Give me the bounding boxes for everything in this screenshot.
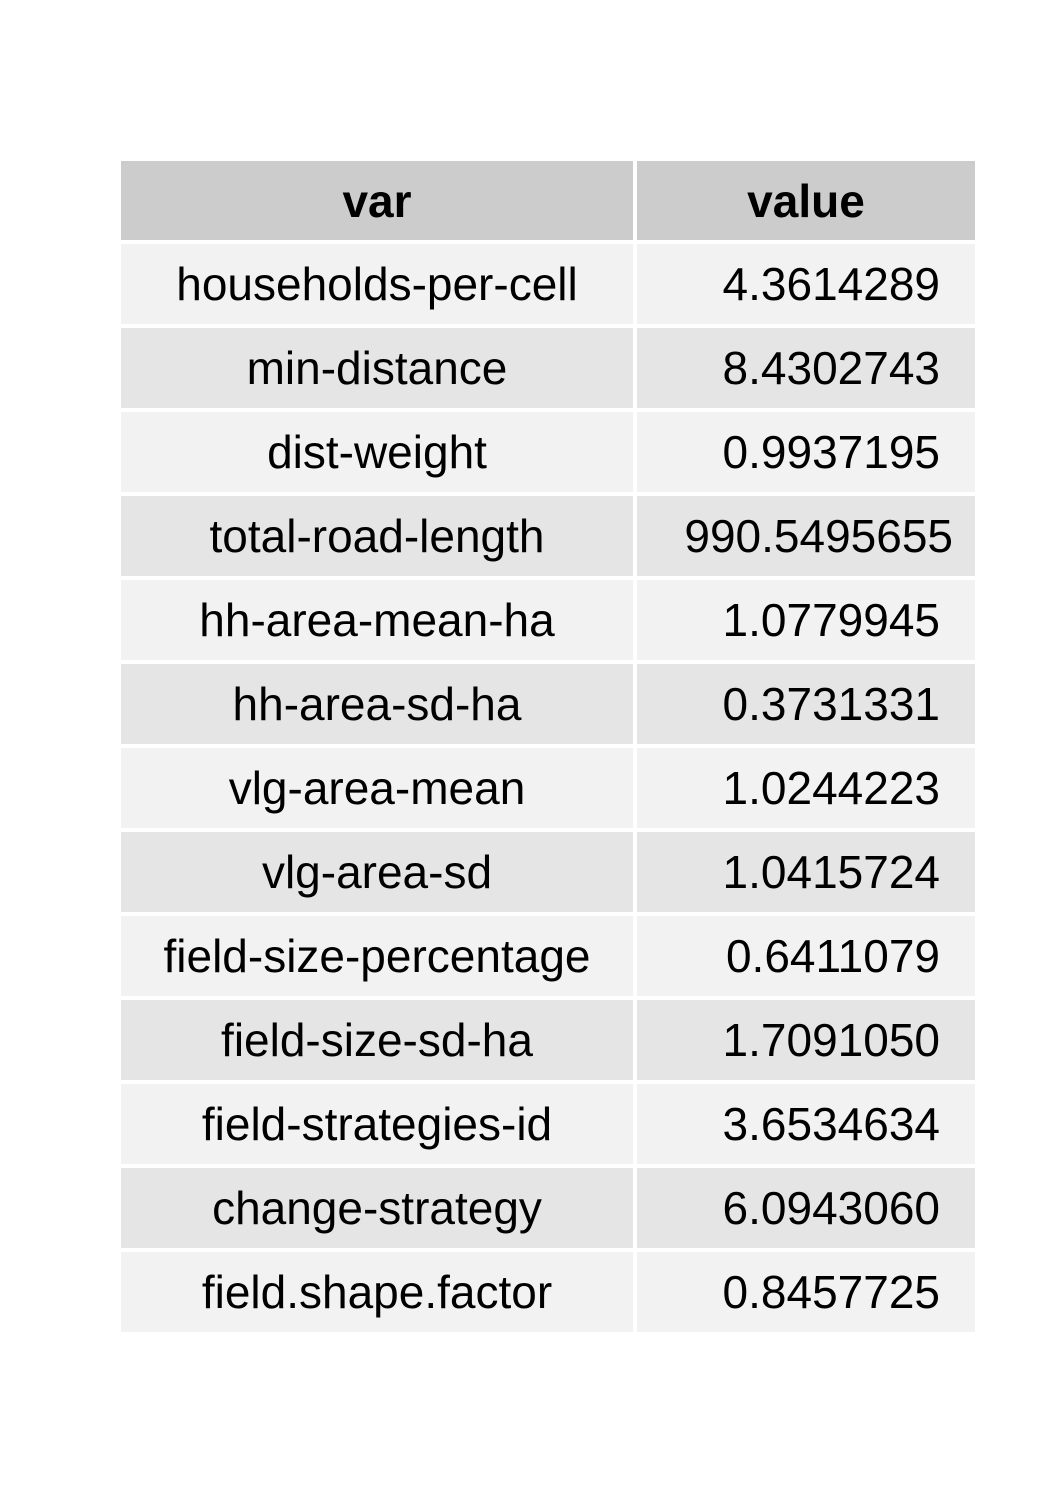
table-row: total-road-length 990.5495655 bbox=[121, 496, 975, 580]
cell-value: 4.3614289 bbox=[637, 244, 975, 328]
cell-var: hh-area-mean-ha bbox=[121, 580, 637, 664]
cell-value: 1.0415724 bbox=[637, 832, 975, 916]
column-header-var: var bbox=[121, 161, 637, 244]
cell-value: 1.7091050 bbox=[637, 1000, 975, 1084]
table-row: vlg-area-mean 1.0244223 bbox=[121, 748, 975, 832]
cell-value: 3.6534634 bbox=[637, 1084, 975, 1168]
table-row: min-distance 8.4302743 bbox=[121, 328, 975, 412]
table-row: field-size-percentage 0.6411079 bbox=[121, 916, 975, 1000]
cell-var: vlg-area-mean bbox=[121, 748, 637, 832]
cell-value: 0.8457725 bbox=[637, 1252, 975, 1332]
cell-var: dist-weight bbox=[121, 412, 637, 496]
cell-var: vlg-area-sd bbox=[121, 832, 637, 916]
cell-var: field.shape.factor bbox=[121, 1252, 637, 1332]
cell-value: 6.0943060 bbox=[637, 1168, 975, 1252]
table-row: change-strategy 6.0943060 bbox=[121, 1168, 975, 1252]
cell-value: 1.0779945 bbox=[637, 580, 975, 664]
table-row: vlg-area-sd 1.0415724 bbox=[121, 832, 975, 916]
cell-value: 1.0244223 bbox=[637, 748, 975, 832]
cell-var: households-per-cell bbox=[121, 244, 637, 328]
column-header-value: value bbox=[637, 161, 975, 244]
cell-value: 0.3731331 bbox=[637, 664, 975, 748]
cell-var: change-strategy bbox=[121, 1168, 637, 1252]
cell-var: field-size-sd-ha bbox=[121, 1000, 637, 1084]
cell-value: 0.9937195 bbox=[637, 412, 975, 496]
cell-value: 0.6411079 bbox=[637, 916, 975, 1000]
table-header-row: var value bbox=[121, 161, 975, 244]
table-row: hh-area-mean-ha 1.0779945 bbox=[121, 580, 975, 664]
table-row: field-strategies-id 3.6534634 bbox=[121, 1084, 975, 1168]
table-row: hh-area-sd-ha 0.3731331 bbox=[121, 664, 975, 748]
table-row: dist-weight 0.9937195 bbox=[121, 412, 975, 496]
data-table: var value households-per-cell 4.3614289 mi… bbox=[121, 161, 975, 1332]
table-row: field-size-sd-ha 1.7091050 bbox=[121, 1000, 975, 1084]
cell-value: 990.5495655 bbox=[637, 496, 975, 580]
table-row: households-per-cell 4.3614289 bbox=[121, 244, 975, 328]
cell-var: field-size-percentage bbox=[121, 916, 637, 1000]
cell-var: min-distance bbox=[121, 328, 637, 412]
table-body: households-per-cell 4.3614289 min-distance… bbox=[121, 244, 975, 1332]
cell-value: 8.4302743 bbox=[637, 328, 975, 412]
table-row: field.shape.factor 0.8457725 bbox=[121, 1252, 975, 1332]
data-table-container: var value households-per-cell 4.3614289 mi… bbox=[121, 161, 975, 1332]
cell-var: field-strategies-id bbox=[121, 1084, 637, 1168]
cell-var: hh-area-sd-ha bbox=[121, 664, 637, 748]
cell-var: total-road-length bbox=[121, 496, 637, 580]
